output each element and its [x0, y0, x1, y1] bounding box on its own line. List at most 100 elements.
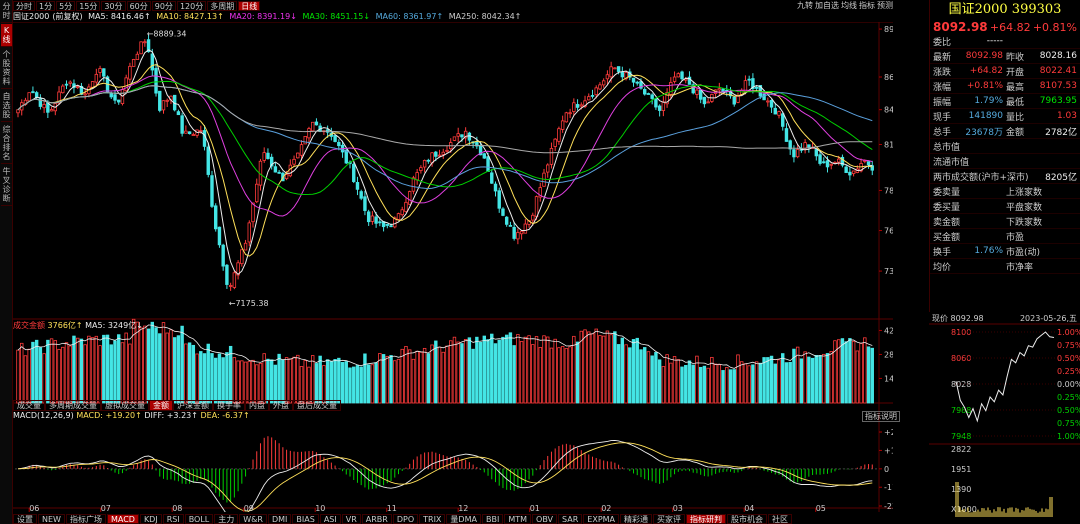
quote-value: +64.82 [955, 66, 1003, 76]
indicator-tab-2[interactable]: 指标广场 [66, 514, 106, 524]
volume-bar [196, 354, 199, 403]
indicator-tab-1[interactable]: NEW [38, 514, 65, 524]
tool-button-4[interactable]: 预测 [877, 1, 893, 11]
volume-bar [714, 364, 717, 403]
period-tab-3[interactable]: 15分 [76, 1, 100, 11]
candle-body [386, 224, 389, 225]
indicator-tab-5[interactable]: RSI [163, 514, 184, 524]
indicator-help-button[interactable]: 指标说明 [862, 411, 900, 422]
quote-value: 8092.98 [955, 51, 1003, 61]
indicator-tab-13[interactable]: ARBR [362, 514, 392, 524]
indicator-tab-10[interactable]: BIAS [292, 514, 318, 524]
volume-tab-8[interactable]: 盘后成交量 [293, 400, 341, 411]
candle-body [778, 112, 781, 116]
period-tab-2[interactable]: 5分 [56, 1, 75, 11]
period-tab-1[interactable]: 1分 [36, 1, 55, 11]
indicator-tab-11[interactable]: ASI [320, 514, 341, 524]
indicator-tab-3[interactable]: MACD [107, 514, 139, 524]
left-tab-5[interactable]: 牛 叉 诊 断 [1, 165, 12, 206]
period-tab-0[interactable]: 分时 [13, 1, 35, 11]
candle-body [558, 129, 561, 142]
volume-bar [393, 361, 396, 403]
period-tab-7[interactable]: 120分 [177, 1, 206, 11]
quote-key2: 市净率 [1006, 260, 1028, 273]
indicator-tab-14[interactable]: DPO [393, 514, 418, 524]
indicator-tab-0[interactable]: 设置 [13, 514, 37, 524]
indicator-tab-19[interactable]: OBV [532, 514, 557, 524]
period-tab-8[interactable]: 多周期 [207, 1, 237, 11]
period-tab-6[interactable]: 90分 [152, 1, 176, 11]
volume-bar [121, 343, 124, 403]
volume-bar [140, 328, 143, 403]
indicator-tab-6[interactable]: BOLL [185, 514, 214, 524]
volume-bar [173, 338, 176, 403]
volume-bar [871, 348, 874, 403]
indicator-tab-26[interactable]: 社区 [768, 514, 792, 524]
candle-body [371, 216, 374, 221]
indicator-tab-7[interactable]: 主力 [214, 514, 238, 524]
period-tab-4[interactable]: 30分 [101, 1, 125, 11]
indicator-tab-23[interactable]: 买家评 [653, 514, 685, 524]
indicator-tab-16[interactable]: 量DMA [446, 514, 481, 524]
tool-button-1[interactable]: 加自选 [815, 1, 839, 11]
indicator-tab-25[interactable]: 股市机会 [727, 514, 767, 524]
volume-tab-3[interactable]: 金额 [149, 400, 173, 411]
volume-bar [759, 363, 762, 403]
volume-tab-0[interactable]: 成交量 [13, 400, 45, 411]
left-tab-0[interactable]: 分 时 [1, 0, 12, 23]
kline-chart[interactable]: 8953 8636 8420 8190 7886 7621 7353 ←8889.34 ←717… [13, 22, 893, 512]
period-tab-5[interactable]: 60分 [127, 1, 151, 11]
indicator-tab-22[interactable]: 精彩通 [620, 514, 652, 524]
tool-button-2[interactable]: 均线 [841, 1, 857, 11]
indicator-tab-15[interactable]: TRIX [419, 514, 445, 524]
price-axis-label: 7886 [884, 186, 893, 195]
tool-button-0[interactable]: 九转 [797, 1, 813, 11]
left-tab-3[interactable]: 自 选 股 [1, 90, 12, 122]
volume-bar [778, 360, 781, 403]
indicator-tab-24[interactable]: 指标研判 [686, 514, 726, 524]
volume-tab-2[interactable]: 虚拟成交量 [101, 400, 149, 411]
candle-body [819, 155, 822, 164]
candle-body [185, 131, 188, 133]
volume-bar [528, 336, 531, 403]
candle-body [379, 222, 382, 223]
left-tab-1[interactable]: K 线 [1, 24, 12, 47]
indicator-tab-21[interactable]: EXPMA [583, 514, 619, 524]
candle-body [28, 93, 31, 101]
candle-body [785, 129, 788, 142]
volume-bar [390, 356, 393, 403]
volume-bar [595, 329, 598, 403]
quote-key2: 最高 [1006, 80, 1028, 93]
period-tab-9[interactable]: 日线 [238, 1, 260, 11]
volume-tab-1[interactable]: 多周期成交量 [45, 400, 101, 411]
volume-bar [203, 354, 206, 403]
volume-bar [658, 360, 661, 403]
volume-tab-7[interactable]: 外盘 [269, 400, 293, 411]
intraday-chart[interactable]: 现价 8092.98 2023-05-26,五810080608028798879… [929, 312, 1080, 524]
candle-body [468, 133, 471, 140]
indicator-tab-20[interactable]: SAR [558, 514, 582, 524]
indicator-tab-4[interactable]: KDJ [140, 514, 162, 524]
left-tab-2[interactable]: 个 股 资 料 [1, 48, 12, 89]
indicator-tab-12[interactable]: VR [342, 514, 361, 524]
candle-body [360, 192, 363, 199]
volume-bar [65, 343, 68, 403]
month-label: 10 [315, 504, 325, 512]
volume-tab-4[interactable]: 沪深金额 [173, 400, 213, 411]
indicator-tab-17[interactable]: BBI [482, 514, 503, 524]
candle-body [408, 192, 411, 205]
tool-button-3[interactable]: 指标 [859, 1, 875, 11]
volume-tab-5[interactable]: 换手率 [213, 400, 245, 411]
volume-bar [274, 365, 277, 403]
volume-bar [88, 336, 91, 403]
candle-body [703, 97, 706, 103]
candle-body [352, 164, 355, 181]
indicator-tab-8[interactable]: W&R [239, 514, 267, 524]
indicator-tab-9[interactable]: DMI [268, 514, 291, 524]
volume-bar [278, 354, 281, 403]
left-tab-4[interactable]: 综 合 排 名 [1, 123, 12, 164]
volume-tab-6[interactable]: 内盘 [245, 400, 269, 411]
volume-bar [73, 336, 76, 403]
indicator-tab-18[interactable]: MTM [504, 514, 531, 524]
